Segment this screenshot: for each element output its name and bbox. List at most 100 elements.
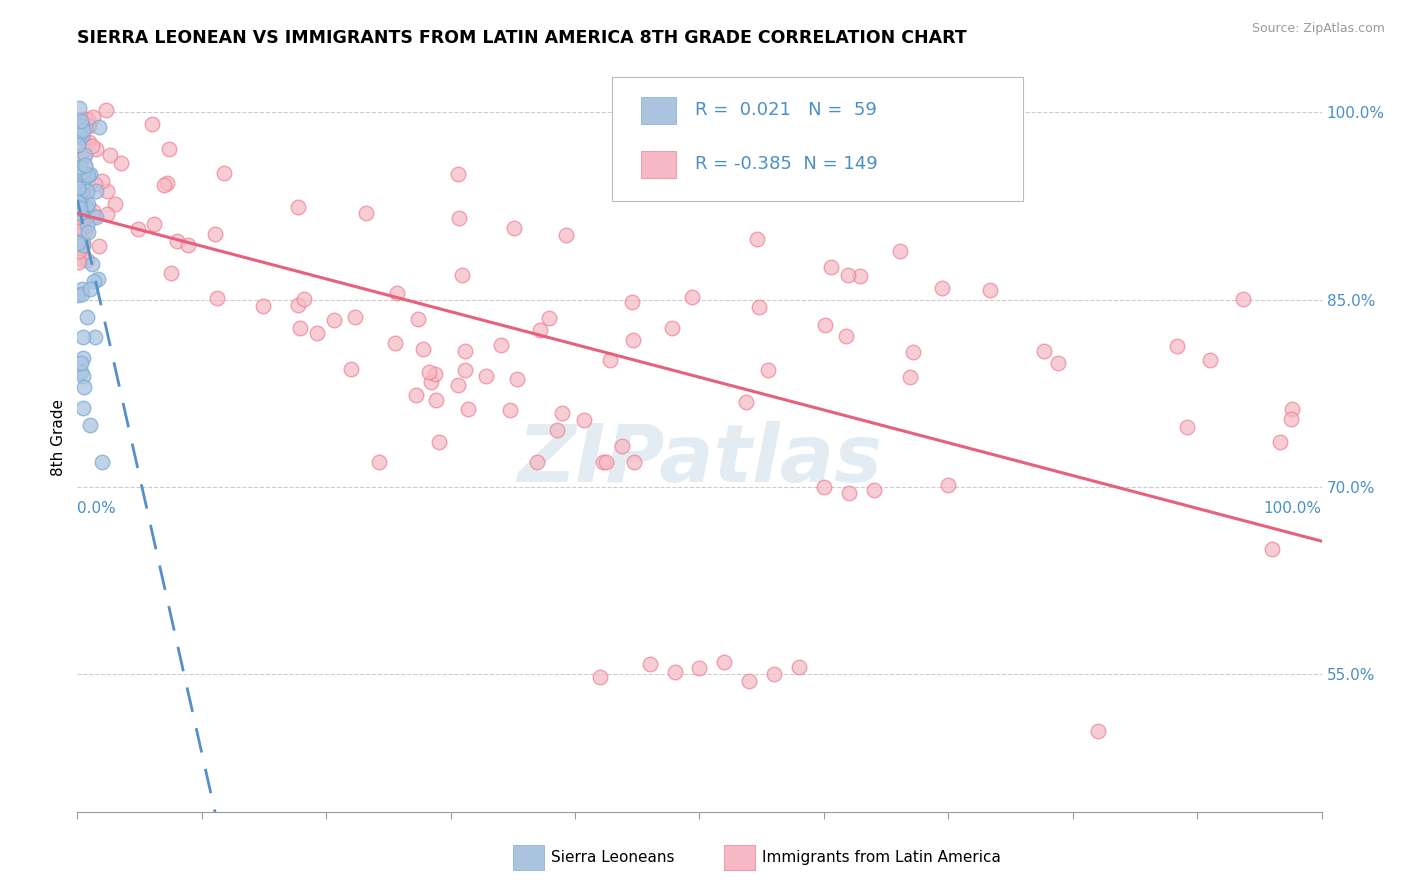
Point: [387, 286, 409, 301]
Point: [75, 201, 97, 215]
Point: [287, 200, 309, 214]
Point: [554, 227, 576, 242]
Point: [76, 225, 98, 239]
Point: [936, 477, 959, 491]
Point: [73, 112, 96, 126]
Point: [323, 313, 346, 327]
Point: [67, 213, 90, 227]
Point: [621, 295, 644, 310]
Point: [76, 310, 98, 324]
Point: [67, 161, 90, 175]
Point: [104, 197, 127, 211]
Point: [368, 455, 391, 469]
Point: [77, 208, 100, 222]
Point: [72, 170, 94, 185]
Point: [84, 178, 107, 192]
Point: [77, 119, 100, 133]
Point: [572, 413, 595, 427]
Point: [77, 112, 100, 126]
Point: [734, 395, 756, 409]
Point: [76, 169, 98, 184]
Point: [160, 266, 183, 280]
Point: [69, 204, 91, 219]
Point: [1279, 411, 1302, 425]
Point: [901, 345, 924, 359]
Point: [252, 299, 274, 313]
Point: [592, 455, 614, 469]
Point: [79, 168, 101, 182]
Point: [763, 667, 786, 681]
Point: [72, 351, 94, 365]
Point: [67, 127, 90, 141]
Point: [72, 238, 94, 252]
Text: R = -0.385  N = 149: R = -0.385 N = 149: [695, 154, 877, 172]
Point: [69, 189, 91, 203]
FancyBboxPatch shape: [613, 78, 1024, 201]
Point: [207, 291, 229, 305]
Point: [748, 300, 770, 314]
Point: [72, 235, 94, 250]
Point: [305, 326, 328, 340]
Point: [551, 406, 574, 420]
Point: [141, 117, 163, 131]
Point: [638, 657, 661, 672]
Point: [69, 112, 91, 126]
Point: [87, 238, 110, 252]
Text: ZIPatlas: ZIPatlas: [517, 420, 882, 499]
Point: [204, 227, 226, 241]
Point: [838, 486, 860, 500]
Point: [67, 189, 90, 203]
Point: [98, 147, 121, 161]
Point: [66, 137, 89, 152]
Text: SIERRA LEONEAN VS IMMIGRANTS FROM LATIN AMERICA 8TH GRADE CORRELATION CHART: SIERRA LEONEAN VS IMMIGRANTS FROM LATIN …: [77, 29, 967, 47]
Text: Source: ZipAtlas.com: Source: ZipAtlas.com: [1251, 22, 1385, 36]
Point: [343, 310, 366, 325]
Point: [153, 178, 176, 192]
Point: [80, 257, 103, 271]
Point: [69, 224, 91, 238]
Point: [69, 167, 91, 181]
Point: [77, 197, 100, 211]
Point: [84, 185, 107, 199]
Point: [406, 311, 429, 326]
Point: [661, 321, 683, 335]
Point: [76, 168, 98, 182]
Point: [70, 240, 93, 254]
Point: [457, 401, 479, 416]
Point: [73, 175, 96, 189]
Point: [526, 455, 548, 469]
Point: [77, 135, 100, 149]
Point: [738, 673, 761, 688]
Point: [70, 119, 93, 133]
Point: [83, 274, 105, 288]
Point: [142, 218, 165, 232]
Point: [96, 184, 118, 198]
Point: [287, 298, 309, 312]
Point: [67, 225, 90, 239]
Text: R =  0.021   N =  59: R = 0.021 N = 59: [695, 101, 876, 119]
Point: [835, 328, 858, 343]
Point: [69, 202, 91, 216]
Point: [745, 232, 768, 246]
Point: [1261, 542, 1284, 557]
Point: [84, 330, 107, 344]
Point: [156, 176, 179, 190]
Point: [67, 255, 90, 269]
Point: [664, 665, 686, 679]
Point: [67, 221, 90, 235]
Point: [91, 455, 114, 469]
Point: [72, 330, 94, 344]
Point: [412, 342, 434, 356]
Point: [69, 195, 91, 210]
Y-axis label: 8th Grade: 8th Grade: [51, 399, 66, 475]
Point: [813, 480, 835, 494]
Point: [166, 234, 188, 248]
Point: [449, 211, 471, 226]
Point: [499, 403, 522, 417]
Point: [931, 280, 953, 294]
Point: [67, 189, 90, 203]
Point: [87, 272, 110, 286]
Text: Sierra Leoneans: Sierra Leoneans: [551, 850, 675, 864]
FancyBboxPatch shape: [641, 151, 676, 178]
Point: [82, 203, 104, 218]
